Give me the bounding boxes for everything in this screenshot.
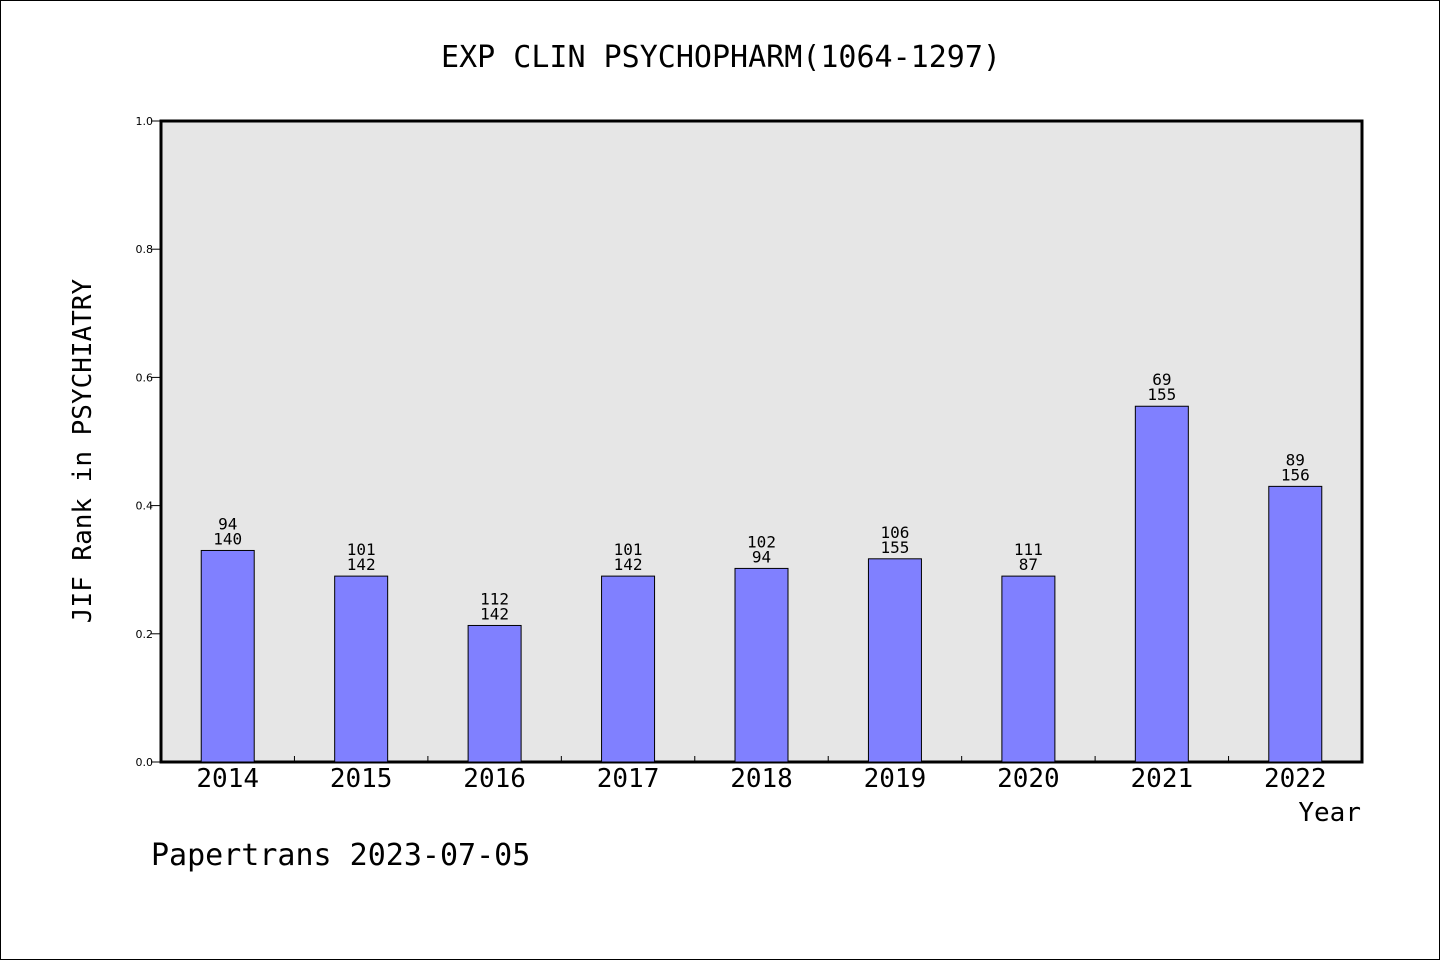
x-tick-label: 2021 bbox=[1131, 764, 1194, 794]
bar-label-top: 89 bbox=[1286, 450, 1305, 469]
bar-label-bottom: 140 bbox=[213, 529, 242, 548]
bar-label-top: 94 bbox=[218, 514, 237, 533]
bar-2016 bbox=[467, 624, 522, 763]
x-tick-label: 2020 bbox=[997, 764, 1060, 794]
y-tick-label: 0.8 bbox=[136, 243, 154, 256]
y-axis: 0.0 0.2 0.4 0.6 0.8 1.0 bbox=[136, 115, 161, 769]
bar-label-top: 101 bbox=[614, 540, 643, 559]
bar-label-top: 69 bbox=[1152, 370, 1171, 389]
bar-2021 bbox=[1134, 405, 1189, 763]
y-tick-label: 0.2 bbox=[136, 628, 154, 641]
bar-2019 bbox=[867, 558, 922, 763]
bar-label-bottom: 155 bbox=[1147, 385, 1176, 404]
bar-2015 bbox=[334, 575, 389, 763]
chart-title: EXP CLIN PSYCHOPHARM(1064-1297) bbox=[441, 40, 1001, 75]
footer-credit: Papertrans 2023-07-05 bbox=[151, 838, 530, 873]
x-tick-label: 2018 bbox=[730, 764, 793, 794]
x-tick-label: 2019 bbox=[864, 764, 927, 794]
x-axis: 2014 2015 2016 2017 2018 2019 2020 2021 2022 bbox=[196, 756, 1327, 794]
bar-label-bottom: 142 bbox=[480, 604, 509, 623]
bar-2020 bbox=[1001, 575, 1056, 763]
bar-2022 bbox=[1268, 485, 1323, 763]
x-tick-label: 2017 bbox=[597, 764, 660, 794]
bar-2014 bbox=[200, 549, 255, 763]
bar-label-top: 111 bbox=[1014, 540, 1043, 559]
bar-label-bottom: 142 bbox=[347, 555, 376, 574]
y-tick-label: 0.0 bbox=[136, 756, 154, 769]
x-tick-label: 2022 bbox=[1264, 764, 1327, 794]
y-tick-label: 0.4 bbox=[136, 500, 154, 513]
bar-label-bottom: 94 bbox=[752, 547, 771, 566]
bar-2018 bbox=[734, 567, 789, 763]
x-tick-label: 2016 bbox=[463, 764, 526, 794]
bar-label-bottom: 142 bbox=[614, 555, 643, 574]
bar-label-top: 102 bbox=[747, 532, 776, 551]
x-tick-label: 2014 bbox=[196, 764, 259, 794]
y-tick-label: 0.6 bbox=[136, 371, 154, 384]
y-tick-label: 1.0 bbox=[136, 115, 154, 128]
bar-label-bottom: 155 bbox=[880, 538, 909, 557]
bar-label-top: 106 bbox=[880, 523, 909, 542]
x-tick-label: 2015 bbox=[330, 764, 393, 794]
bar-2017 bbox=[601, 575, 656, 763]
bar-label-top: 101 bbox=[347, 540, 376, 559]
bar-label-bottom: 87 bbox=[1019, 555, 1038, 574]
y-axis-label: JIF Rank in PSYCHIATRY bbox=[68, 278, 98, 623]
x-axis-label: Year bbox=[1298, 798, 1361, 828]
bar-label-top: 112 bbox=[480, 589, 509, 608]
bar-label-bottom: 156 bbox=[1281, 465, 1310, 484]
